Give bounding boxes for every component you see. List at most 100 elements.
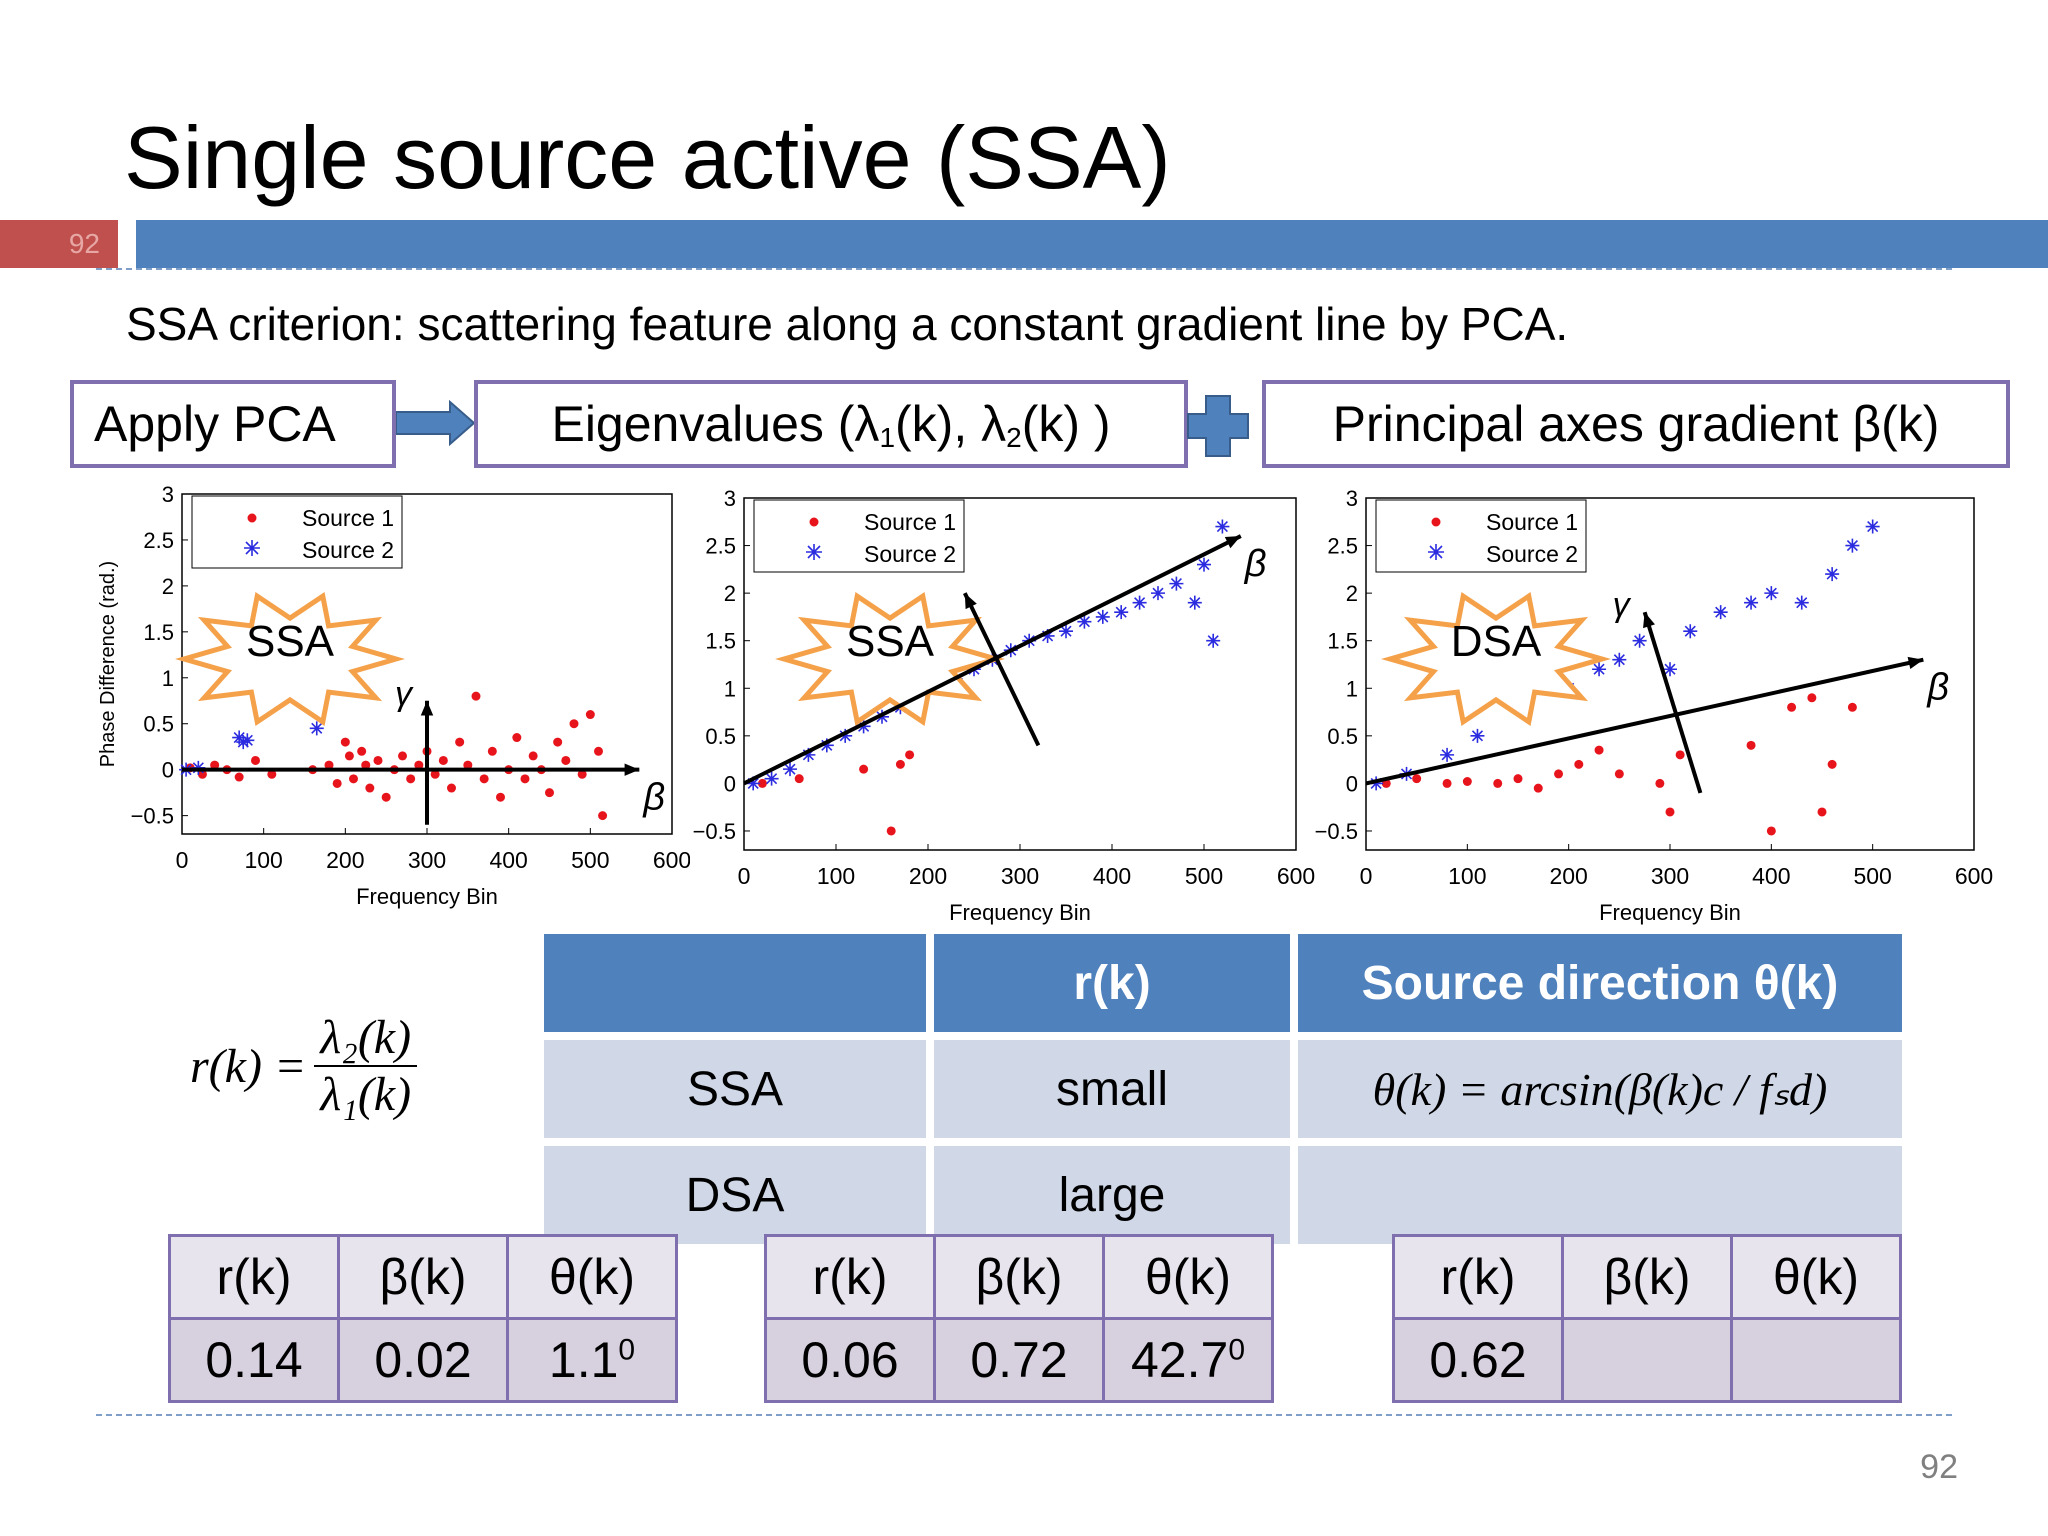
source1-point [455,737,465,747]
source1-point [1817,807,1827,817]
beta-axis-head [1907,656,1924,670]
source1-point [1787,702,1797,712]
page-number: 92 [1920,1448,1958,1486]
x-tick-label: 300 [1651,863,1689,889]
source1-point [1665,807,1675,817]
source1-point [463,760,473,770]
source1-point [905,750,915,760]
source1-point [430,769,440,779]
source1-point [344,751,354,761]
beta-axis [743,534,1242,786]
source2-point [1369,776,1384,791]
source2-point [819,738,834,753]
source1-point [447,783,456,793]
y-tick-label: 0.5 [705,724,736,749]
y-tick-label: 2 [1346,581,1358,606]
source1-point [594,746,603,756]
eigenvalues-box: Eigenvalues (λ1(k), λ2(k) ) [474,380,1188,468]
source2-point [1095,609,1110,624]
source2-point [764,771,779,786]
source2-point [1206,633,1221,648]
source2-point [1440,747,1455,762]
y-tick-label: 3 [724,486,736,511]
gamma-axis-head [1643,612,1655,629]
source2-point [838,728,853,743]
decision-row-direction [1294,1142,1906,1248]
gamma-axis-head [964,593,977,610]
x-tick-label: 600 [653,847,690,873]
legend-source1-marker [247,513,257,523]
beta-axis [1365,657,1924,786]
legend-source2-marker [1428,544,1444,560]
source1-point [577,769,587,779]
x-tick-label: 300 [1001,863,1039,889]
source2-point [746,776,761,791]
source1-point [1746,740,1756,750]
value-header: β(k) [933,1234,1105,1320]
source2-point [1744,595,1759,610]
decision-row-r: large [930,1142,1294,1248]
value-header: r(k) [764,1234,936,1320]
beta-label: β [1244,543,1267,585]
legend-source2-marker [244,540,260,556]
value-cell: 42.70 [1102,1317,1274,1403]
x-tick-label: 400 [489,847,527,873]
source2-point [1764,586,1779,601]
value-cell: 0.62 [1392,1317,1564,1403]
gamma-label: γ [395,675,414,713]
legend-box [191,495,403,569]
plus-icon [1187,395,1249,457]
formula-denominator: λ₁(k) [320,1068,412,1121]
source2-point [1470,728,1485,743]
source2-point [1592,662,1607,677]
source2-point [1865,519,1880,534]
source2-point [1825,567,1840,582]
source1-point [332,778,342,788]
y-tick-label: 1 [162,666,174,691]
source1-point [886,826,896,836]
source1-point [561,755,571,765]
source2-point [1077,614,1092,629]
legend-source2-label: Source 2 [302,537,394,563]
source2-point [1612,652,1627,667]
source1-point [365,783,375,793]
legend-source2-label: Source 2 [1486,541,1578,567]
decision-header-empty [540,930,930,1036]
decision-row-label: SSA [540,1036,930,1142]
source1-point [496,792,505,802]
source1-point [349,774,358,784]
source1-point [406,774,416,784]
gamma-axis [1642,611,1703,794]
source1-point [895,759,905,769]
chart-ssa-1: 0 100 200 300 400 500 600−0.500.511.522.53Freq… [97,484,690,909]
source1-point [1462,777,1472,787]
chart-dsa: 0 100 200 300 400 500 600−0.500.511.522.53Freq… [1315,486,1994,925]
source2-point [1632,633,1647,648]
legend-source1-marker [1431,517,1441,527]
source2-point [1151,586,1165,601]
ratio-formula: r(k) = λ₂(k) λ₁(k) [190,1010,418,1122]
value-cell: 0.14 [168,1317,340,1403]
source1-point [520,774,530,784]
source1-point [197,769,207,779]
title-bar [136,220,2048,268]
value-header: β(k) [1561,1234,1733,1320]
chart-ssa-2: 0 100 200 300 400 500 600−0.500.511.522.53Freq… [693,486,1316,925]
source1-point [1533,783,1543,793]
value-table-3: r(k) β(k) θ(k) 0.62 [1392,1234,1902,1403]
value-header: θ(k) [506,1234,678,1320]
source1-point [1827,759,1837,769]
y-tick-label: 1.5 [1327,629,1358,654]
x-tick-label: 400 [1752,863,1790,889]
source1-point [1655,778,1665,788]
source1-point [1513,774,1523,784]
y-tick-label: 1.5 [705,629,736,654]
source1-point [1442,778,1452,788]
y-tick-label: 2.5 [705,534,736,559]
apply-pca-box: Apply PCA [70,380,396,468]
beta-label: β [642,777,665,819]
y-tick-label: 0 [162,758,174,783]
formula-lhs: r(k) = [190,1039,307,1093]
x-tick-label: 200 [909,863,947,889]
x-tick-label: 500 [1185,863,1223,889]
